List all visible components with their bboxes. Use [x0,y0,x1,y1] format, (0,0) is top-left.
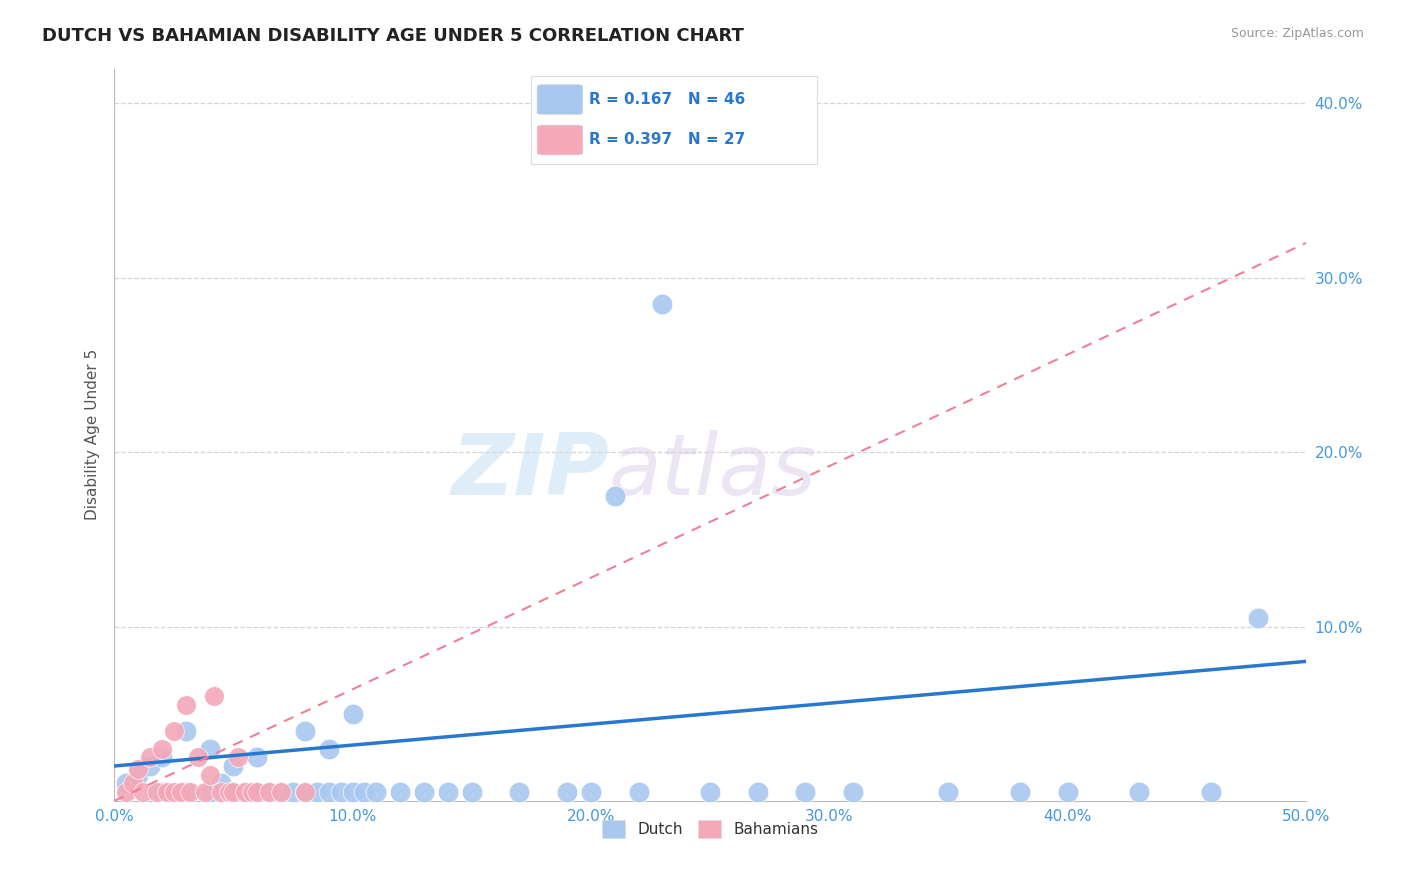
Point [1247,611,1270,625]
Point [211,776,233,790]
Point [156,785,179,799]
Point [194,785,217,799]
Point [198,768,221,782]
Point [222,785,245,799]
Point [270,785,292,799]
Point [627,785,650,799]
Text: DUTCH VS BAHAMIAN DISABILITY AGE UNDER 5 CORRELATION CHART: DUTCH VS BAHAMIAN DISABILITY AGE UNDER 5… [42,27,744,45]
Point [366,785,388,799]
Text: Source: ZipAtlas.com: Source: ZipAtlas.com [1230,27,1364,40]
Point [187,750,209,764]
Point [794,785,817,799]
Point [257,785,280,799]
Point [242,785,264,799]
Point [246,785,269,799]
Point [938,785,960,799]
Point [651,297,673,311]
Point [579,785,602,799]
Point [246,750,269,764]
Point [163,724,186,739]
Point [115,785,138,799]
Point [233,785,256,799]
Point [233,785,256,799]
Point [603,489,626,503]
Point [281,785,304,799]
Point [150,741,173,756]
Point [318,785,340,799]
Point [218,785,240,799]
Point [127,768,149,782]
Point [1128,785,1150,799]
Point [122,776,145,790]
Point [318,741,340,756]
Y-axis label: Disability Age Under 5: Disability Age Under 5 [86,349,100,520]
Point [198,741,221,756]
Point [150,785,173,799]
Point [226,750,249,764]
Point [202,690,225,704]
Point [1056,785,1078,799]
Point [389,785,412,799]
Point [139,750,162,764]
Point [294,785,316,799]
Point [132,785,155,799]
Legend: Dutch, Bahamians: Dutch, Bahamians [596,814,824,845]
Point [1008,785,1031,799]
Point [437,785,460,799]
Point [257,785,280,799]
Point [222,759,245,773]
Point [127,763,149,777]
Point [198,785,221,799]
Point [508,785,530,799]
Point [342,785,364,799]
Point [294,785,316,799]
Point [842,785,865,799]
Point [353,785,375,799]
Point [246,785,269,799]
Point [179,785,201,799]
Point [150,750,173,764]
Point [174,785,197,799]
Point [1199,785,1222,799]
Point [163,785,186,799]
Point [329,785,352,799]
Point [413,785,436,799]
Point [461,785,484,799]
Point [174,698,197,712]
Point [699,785,721,799]
Point [270,785,292,799]
Point [294,724,316,739]
Point [115,776,138,790]
Text: ZIP: ZIP [451,430,609,513]
Point [555,785,578,799]
Point [747,785,769,799]
Point [305,785,328,799]
Point [222,785,245,799]
Point [146,785,169,799]
Point [139,759,162,773]
Point [174,724,197,739]
Text: atlas: atlas [609,430,817,513]
Point [211,785,233,799]
Point [170,785,193,799]
Point [342,706,364,721]
